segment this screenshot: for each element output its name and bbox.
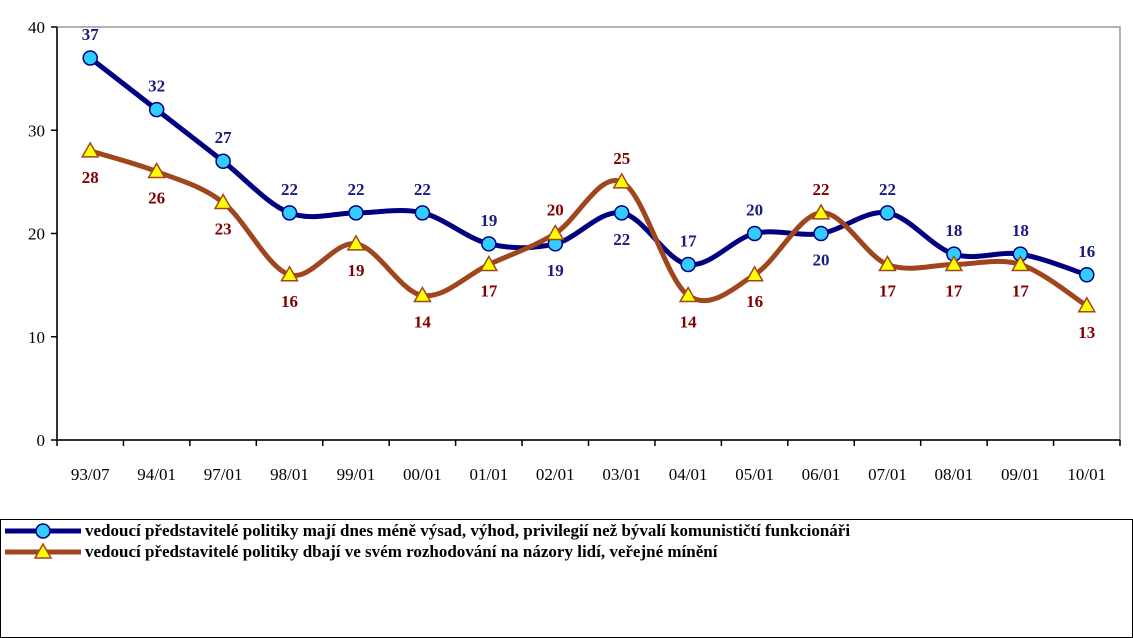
data-label: 27	[215, 128, 233, 147]
x-tick-label: 00/01	[403, 465, 442, 484]
x-tick-label: 01/01	[469, 465, 508, 484]
data-label: 19	[347, 261, 364, 280]
data-label: 22	[347, 180, 364, 199]
point-marker	[148, 101, 165, 118]
data-label: 22	[813, 180, 830, 199]
x-tick-label: 94/01	[137, 465, 176, 484]
legend-entry: vedoucí představitelé politiky dbají ve …	[1, 541, 1132, 562]
point-marker	[1077, 296, 1097, 313]
legend-swatch	[5, 523, 81, 539]
point-marker	[612, 172, 632, 189]
x-tick-label: 93/07	[71, 465, 110, 484]
point-marker	[745, 265, 764, 282]
x-tick-label: 06/01	[802, 465, 841, 484]
point-marker	[545, 223, 565, 241]
data-label: 16	[281, 292, 298, 311]
point-marker	[944, 254, 964, 272]
point-marker	[213, 193, 233, 210]
data-label: 23	[215, 220, 232, 239]
point-marker	[348, 205, 364, 221]
legend-marker	[33, 542, 53, 559]
point-marker	[346, 234, 366, 251]
legend-marker	[35, 523, 51, 539]
y-tick-label: 0	[37, 431, 46, 450]
y-tick-label: 40	[28, 18, 45, 37]
point-marker	[678, 285, 698, 303]
data-label: 22	[414, 180, 431, 199]
legend-label: vedoucí představitelé politiky mají dnes…	[85, 521, 851, 540]
series-line	[88, 56, 1088, 278]
x-tick-label: 97/01	[204, 465, 243, 484]
y-tick-label: 10	[28, 328, 45, 347]
data-label: 13	[1078, 323, 1095, 342]
point-marker	[413, 285, 432, 303]
x-tick-label: 99/01	[337, 465, 376, 484]
point-marker	[680, 256, 696, 273]
data-label: 19	[480, 211, 497, 230]
x-tick-label: 05/01	[735, 465, 774, 484]
chart: 0 10 20 30 40 93/07 94/01 97/01 98/01 99/01 00/01 0…	[28, 18, 1121, 484]
legend: vedoucí představitelé politiky mají dnes…	[0, 519, 1133, 638]
point-marker	[281, 205, 298, 221]
data-label: 22	[879, 180, 896, 199]
point-marker	[811, 203, 831, 220]
data-label: 14	[680, 312, 698, 331]
data-label: 18	[945, 221, 962, 240]
data-label: 20	[813, 251, 830, 270]
data-label: 17	[879, 281, 897, 300]
data-label: 17	[945, 281, 963, 300]
y-tick-label: 30	[28, 121, 45, 140]
point-marker	[215, 153, 231, 169]
data-label: 19	[547, 261, 564, 280]
data-label: 16	[1078, 242, 1095, 261]
data-label: 32	[148, 77, 165, 96]
data-label: 28	[82, 168, 99, 187]
point-marker	[1011, 254, 1030, 272]
data-label: 17	[480, 281, 498, 300]
point-marker	[813, 225, 829, 242]
data-label: 17	[1012, 281, 1030, 300]
legend-swatch	[5, 542, 81, 559]
x-tick-label: 09/01	[1001, 465, 1040, 484]
data-label: 26	[148, 189, 165, 208]
data-label: 22	[613, 230, 630, 249]
series-line	[89, 148, 1089, 308]
point-marker	[879, 205, 896, 221]
point-marker	[1079, 267, 1095, 283]
point-marker	[414, 205, 431, 221]
point-marker	[280, 265, 299, 282]
x-tick-label: 07/01	[868, 465, 907, 484]
point-marker	[746, 225, 763, 242]
data-label: 17	[680, 231, 698, 250]
point-marker	[878, 254, 897, 272]
data-label: 25	[613, 149, 630, 168]
point-marker	[147, 162, 166, 179]
point-marker	[82, 50, 98, 66]
point-marker	[479, 254, 499, 272]
data-label: 14	[414, 312, 432, 331]
legend-entry: vedoucí představitelé politiky mají dnes…	[1, 520, 1132, 541]
x-tick-label: 10/01	[1067, 465, 1106, 484]
point-marker	[613, 205, 630, 221]
data-label: 20	[547, 201, 564, 220]
legend-label: vedoucí představitelé politiky dbají ve …	[85, 542, 718, 561]
x-tick-label: 03/01	[602, 465, 641, 484]
data-label: 37	[82, 25, 100, 44]
point-marker	[80, 141, 100, 158]
data-label: 22	[281, 180, 298, 199]
y-tick-label: 20	[28, 225, 45, 244]
data-label: 18	[1012, 221, 1029, 240]
point-marker	[481, 236, 497, 252]
x-tick-label: 08/01	[935, 465, 974, 484]
data-label: 16	[746, 292, 763, 311]
x-tick-label: 98/01	[270, 465, 309, 484]
data-label: 20	[746, 201, 763, 220]
x-tick-label: 02/01	[536, 465, 575, 484]
x-tick-label: 04/01	[669, 465, 708, 484]
